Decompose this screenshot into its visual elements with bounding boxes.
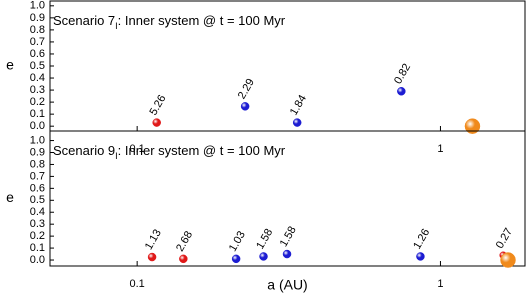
mass-label: 1.58: [278, 224, 299, 249]
planet-marker: [259, 252, 268, 261]
y-tick-label: 0.0: [30, 254, 45, 266]
x-tick-label: 1: [437, 278, 443, 290]
y-tick-label: 1.0: [30, 134, 45, 146]
y-tick-label: 0.5: [30, 60, 45, 72]
y-tick-label: 0.3: [30, 84, 45, 96]
mass-label: 2.29: [236, 77, 257, 102]
planet-marker: [152, 118, 161, 127]
panel-title: Scenario 7I: Inner system @ t = 100 Myr: [53, 13, 286, 31]
y-tick-label: 0.9: [30, 12, 45, 24]
planet-marker: [292, 118, 302, 127]
plot-frame: [49, 130, 526, 267]
y-tick-label: 0.1: [30, 242, 45, 254]
title-part: I: [115, 21, 118, 31]
y-tick-label: 0.2: [30, 96, 45, 108]
y-tick-label: 0.4: [30, 72, 45, 84]
y-tick-label: 0.6: [30, 48, 45, 60]
mass-label: 0.27: [494, 226, 515, 251]
planet-marker: [179, 254, 188, 264]
planet-marker: [231, 254, 241, 264]
y-tick-label: 1.0: [30, 0, 45, 12]
y-tick-label: 0.7: [30, 36, 45, 48]
y-tick-label: 0.1: [30, 108, 45, 120]
mass-label: 2.68: [174, 229, 195, 254]
x-tick-label: 0.1: [130, 143, 145, 155]
title-part: Scenario 7: [53, 13, 115, 28]
planet-marker: [282, 249, 292, 259]
y-tick-label: 0.9: [30, 146, 45, 158]
planet-marker: [500, 252, 516, 268]
y-tick-label: 0.7: [30, 170, 45, 182]
x-tick-label: 0.1: [130, 278, 145, 290]
planet-marker: [416, 252, 425, 261]
y-tick-label: 0.6: [30, 182, 45, 194]
mass-label: 1.84: [288, 93, 309, 118]
planet-marker: [464, 118, 481, 134]
y-tick-label: 0.5: [30, 194, 45, 206]
planet-marker: [147, 252, 157, 262]
y-axis-label: e: [6, 189, 14, 205]
x-axis-label: a (AU): [267, 277, 307, 293]
mass-label: 5.26: [147, 93, 168, 118]
mass-label: 1.26: [411, 227, 432, 252]
mass-label: 1.13: [143, 227, 164, 252]
y-tick-label: 0.8: [30, 24, 45, 36]
title-part: Scenario 9: [53, 143, 115, 158]
y-tick-label: 0.8: [30, 158, 45, 170]
title-part: : Inner system @ t = 100 Myr: [118, 143, 286, 158]
y-axis-label: e: [6, 57, 14, 73]
title-part: : Inner system @ t = 100 Myr: [118, 13, 286, 28]
y-tick-label: 0.4: [30, 206, 45, 218]
y-tick-label: 0.0: [30, 120, 45, 132]
y-tick-label: 0.2: [30, 230, 45, 242]
title-part: I: [115, 151, 118, 161]
y-tick-label: 0.3: [30, 218, 45, 230]
mass-label: 0.82: [392, 62, 413, 87]
mass-label: 1.58: [254, 227, 275, 252]
x-tick-label: 1: [437, 143, 443, 155]
mass-label: 1.03: [227, 229, 248, 254]
planet-marker: [240, 102, 250, 111]
planet-marker: [397, 87, 406, 96]
panel-title: Scenario 9I: Inner system @ t = 100 Myr: [53, 143, 286, 161]
